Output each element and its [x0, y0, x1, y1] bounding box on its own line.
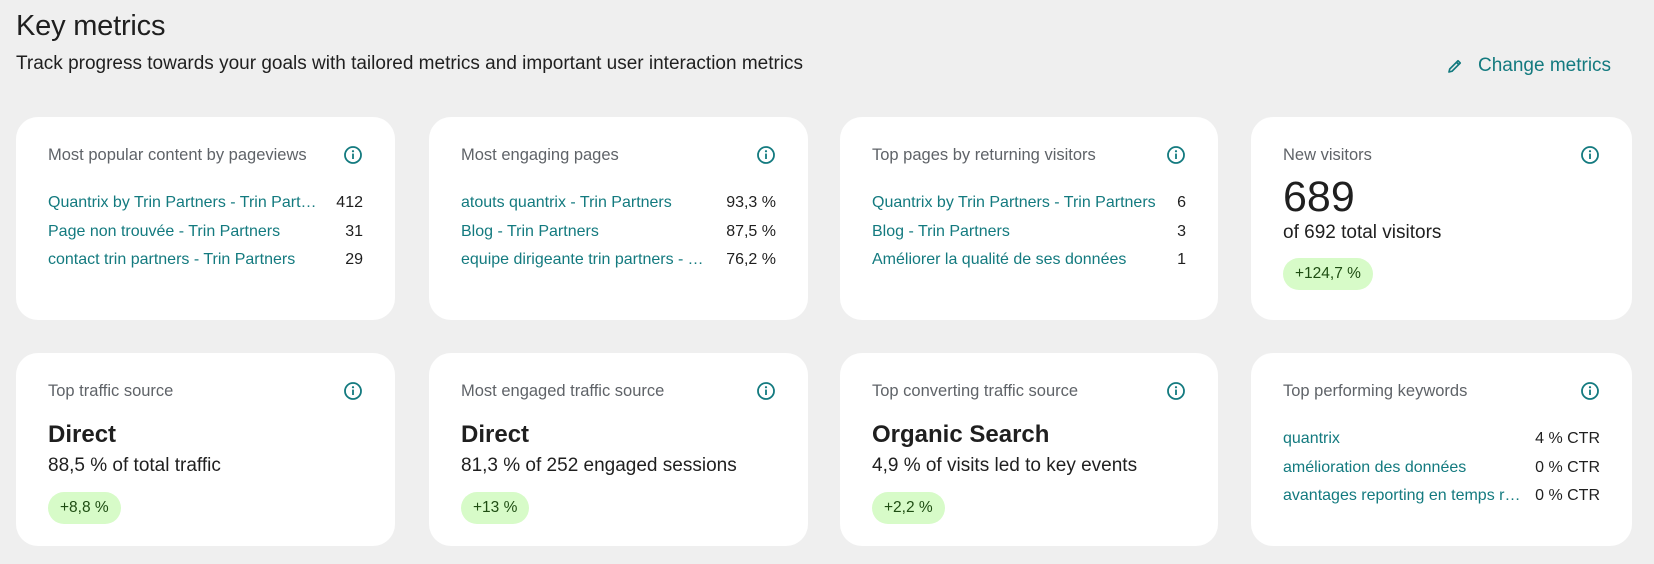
card-title: Top traffic source	[48, 381, 174, 400]
list-item: contact trin partners - Trin Partners 29	[48, 246, 363, 275]
card-converting-traffic-source: Top converting traffic source Organic Se…	[840, 353, 1218, 546]
info-icon[interactable]	[1580, 145, 1600, 165]
card-keywords: Top performing keywords quantrix 4 % CTR…	[1251, 353, 1632, 546]
list-item: Blog - Trin Partners 3	[872, 218, 1186, 247]
total-visitors-text: of 692 total visitors	[1283, 222, 1442, 243]
info-icon[interactable]	[1166, 381, 1186, 401]
info-icon[interactable]	[343, 145, 363, 165]
page-link[interactable]: Quantrix by Trin Partners - Trin Partner…	[48, 194, 332, 212]
key-events-text: 4,9 % of visits led to key events	[872, 455, 1138, 476]
traffic-source-name: Direct	[48, 421, 117, 448]
content-list: Quantrix by Trin Partners - Trin Partner…	[48, 189, 363, 275]
engagement-rate-value: 87,5 %	[726, 222, 776, 240]
engaged-sessions-text: 81,3 % of 252 engaged sessions	[461, 455, 737, 476]
change-badge: +8,8 %	[48, 492, 121, 524]
returning-count-value: 6	[1177, 194, 1186, 212]
change-badge: +13 %	[461, 492, 530, 524]
page-title: Key metrics	[16, 10, 166, 42]
list-item: equipe dirigeante trin partners - Trin P…	[461, 246, 776, 275]
card-title: New visitors	[1283, 145, 1372, 164]
list-item: Quantrix by Trin Partners - Trin Partner…	[872, 189, 1186, 218]
page-link[interactable]: contact trin partners - Trin Partners	[48, 251, 296, 269]
keyword-link[interactable]: amélioration des données	[1283, 458, 1467, 476]
pageviews-value: 31	[345, 222, 363, 240]
returning-count-value: 3	[1177, 222, 1186, 240]
list-item: Quantrix by Trin Partners - Trin Partner…	[48, 189, 363, 218]
pageviews-value: 29	[345, 251, 363, 269]
pencil-icon	[1446, 57, 1464, 75]
list-item: atouts quantrix - Trin Partners 93,3 %	[461, 189, 776, 218]
card-title: Most engaging pages	[461, 145, 619, 164]
engagement-rate-value: 76,2 %	[726, 251, 776, 269]
keyword-link[interactable]: quantrix	[1283, 430, 1340, 448]
list-item: Blog - Trin Partners 87,5 %	[461, 218, 776, 247]
new-visitors-value: 689	[1283, 173, 1355, 221]
change-metrics-button[interactable]: Change metrics	[1446, 55, 1611, 77]
list-item: avantages reporting en temps réel 0 % CT…	[1283, 482, 1600, 511]
pageviews-value: 412	[336, 194, 363, 212]
page-link[interactable]: Quantrix by Trin Partners - Trin Partner…	[872, 194, 1156, 212]
card-popular-content: Most popular content by pageviews Quantr…	[16, 117, 395, 320]
traffic-source-name: Direct	[461, 421, 530, 448]
card-title: Most popular content by pageviews	[48, 145, 307, 164]
page-link[interactable]: atouts quantrix - Trin Partners	[461, 194, 672, 212]
card-top-traffic-source: Top traffic source Direct 88,5 % of tota…	[16, 353, 395, 546]
change-metrics-label: Change metrics	[1478, 55, 1612, 76]
page-link[interactable]: Page non trouvée - Trin Partners	[48, 222, 281, 240]
card-engaging-pages: Most engaging pages atouts quantrix - Tr…	[429, 117, 808, 320]
info-icon[interactable]	[756, 145, 776, 165]
list-item: quantrix 4 % CTR	[1283, 425, 1600, 454]
list-item: Page non trouvée - Trin Partners 31	[48, 218, 363, 247]
info-icon[interactable]	[1166, 145, 1186, 165]
info-icon[interactable]	[756, 381, 776, 401]
page-link[interactable]: Améliorer la qualité de ses données	[872, 251, 1127, 269]
change-badge: +124,7 %	[1283, 258, 1373, 290]
card-title: Top performing keywords	[1283, 381, 1468, 400]
ctr-value: 0 % CTR	[1535, 487, 1600, 505]
list-item: amélioration des données 0 % CTR	[1283, 454, 1600, 483]
ctr-value: 0 % CTR	[1535, 458, 1600, 476]
ctr-value: 4 % CTR	[1535, 430, 1600, 448]
engaging-pages-list: atouts quantrix - Trin Partners 93,3 % B…	[461, 189, 776, 275]
engagement-rate-value: 93,3 %	[726, 194, 776, 212]
returning-visitors-list: Quantrix by Trin Partners - Trin Partner…	[872, 189, 1186, 275]
card-engaged-traffic-source: Most engaged traffic source Direct 81,3 …	[429, 353, 808, 546]
keyword-link[interactable]: avantages reporting en temps réel	[1283, 487, 1526, 505]
change-badge: +2,2 %	[872, 492, 945, 524]
card-returning-visitors: Top pages by returning visitors Quantrix…	[840, 117, 1218, 320]
card-title: Most engaged traffic source	[461, 381, 665, 400]
page-link[interactable]: Blog - Trin Partners	[461, 222, 599, 240]
card-new-visitors: New visitors 689 of 692 total visitors +…	[1251, 117, 1632, 320]
returning-count-value: 1	[1177, 251, 1186, 269]
keywords-list: quantrix 4 % CTR amélioration des donnée…	[1283, 425, 1600, 511]
traffic-source-name: Organic Search	[872, 421, 1050, 448]
info-icon[interactable]	[343, 381, 363, 401]
page-link[interactable]: Blog - Trin Partners	[872, 222, 1010, 240]
list-item: Améliorer la qualité de ses données 1	[872, 246, 1186, 275]
page-subtitle: Track progress towards your goals with t…	[16, 53, 804, 74]
info-icon[interactable]	[1580, 381, 1600, 401]
page-link[interactable]: equipe dirigeante trin partners - Trin P…	[461, 251, 726, 269]
card-title: Top converting traffic source	[872, 381, 1079, 400]
traffic-share-text: 88,5 % of total traffic	[48, 455, 221, 476]
card-title: Top pages by returning visitors	[872, 145, 1096, 164]
